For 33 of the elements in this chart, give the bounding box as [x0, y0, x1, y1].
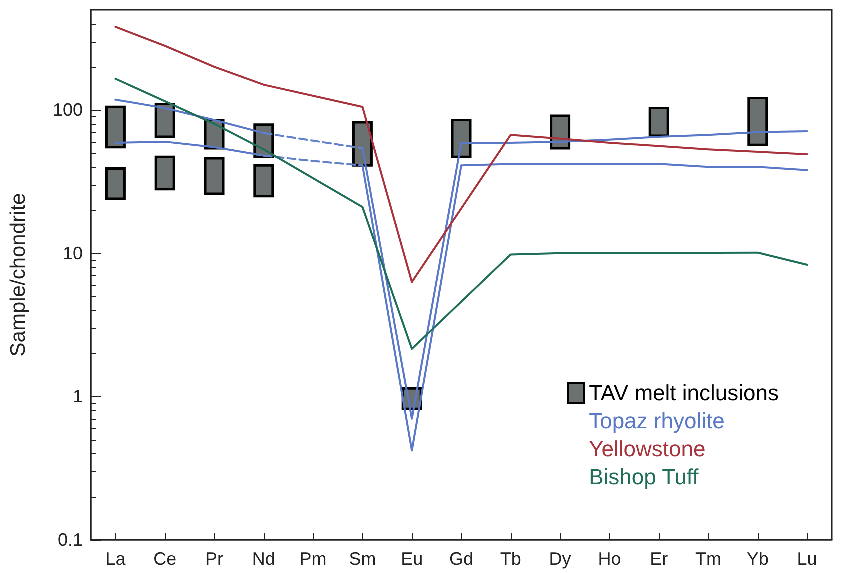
bar	[204, 157, 225, 196]
x-tick-label: Tb	[500, 549, 522, 569]
bar	[748, 97, 768, 146]
x-tick-label: Lu	[797, 549, 818, 569]
text: Topaz rhyolite	[589, 408, 725, 434]
bar	[451, 119, 472, 158]
bar	[105, 167, 126, 200]
legend-label: TAV melt inclusions	[589, 380, 780, 406]
bar	[254, 164, 274, 198]
bar	[648, 107, 670, 138]
x-tick-label: La	[106, 549, 127, 569]
x-tick-label: Pr	[206, 549, 224, 569]
y-tick-label: 0.1	[58, 530, 83, 550]
y-tick-label: 100	[52, 100, 83, 120]
x-tick-label: Ho	[598, 549, 622, 569]
y-axis-title: Sample/chondrite	[7, 193, 30, 357]
text: Yellowstone	[589, 436, 706, 462]
text: Bishop Tuff	[589, 464, 700, 490]
y-tick-label: 10	[62, 243, 83, 264]
x-tick-label: Tm	[696, 549, 722, 569]
x-tick-label: Yb	[746, 549, 769, 569]
x-tick-label: Dy	[549, 549, 572, 569]
x-tick-label: Eu	[401, 549, 424, 569]
x-tick-label: Gd	[449, 549, 474, 569]
bar	[154, 156, 176, 191]
x-tick-label: Pm	[300, 549, 327, 569]
bar	[154, 102, 176, 138]
x-tick-label: Er	[650, 549, 668, 569]
bar	[105, 106, 126, 149]
y-tick-label: 1	[72, 386, 83, 407]
x-tick-label: Ce	[154, 549, 177, 569]
x-tick-label: Sm	[349, 549, 376, 569]
x-tick-label: Nd	[252, 549, 276, 569]
